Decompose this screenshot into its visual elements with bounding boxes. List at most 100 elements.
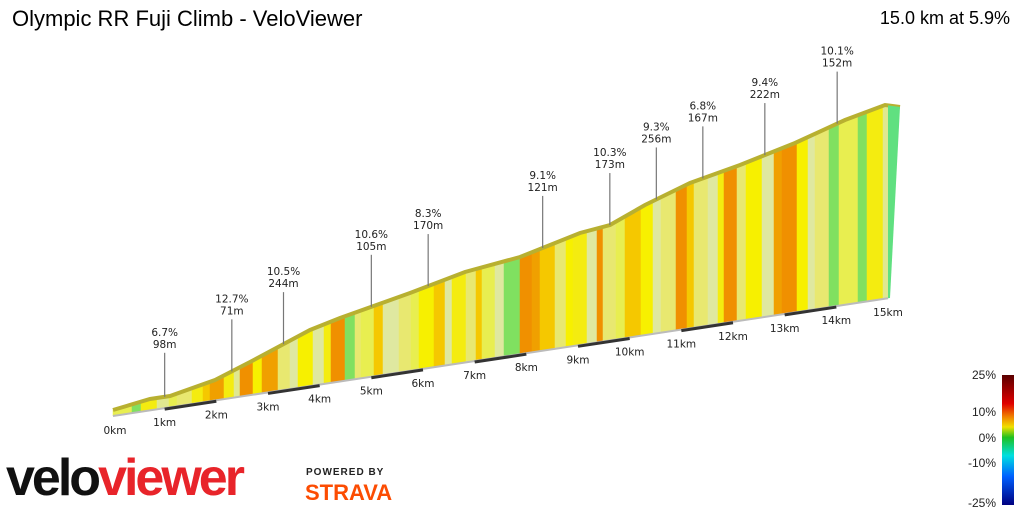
gradient-segment xyxy=(410,289,420,371)
km-band xyxy=(164,399,217,411)
annotation-gradient: 6.7% xyxy=(151,327,178,339)
km-band xyxy=(784,305,837,317)
gradient-segment xyxy=(761,151,775,318)
annotation-length: 71m xyxy=(220,305,244,317)
gradient-segment xyxy=(289,335,299,390)
legend-tick-label: 0% xyxy=(979,431,997,445)
gradient-segment xyxy=(807,133,816,311)
x-tick-label: 5km xyxy=(360,386,383,398)
gradient-segment xyxy=(572,230,588,347)
legend-tick-label: 25% xyxy=(972,368,996,382)
gradient-segment xyxy=(652,196,662,335)
x-tick-label: 6km xyxy=(412,378,435,390)
gradient-segment xyxy=(717,170,725,325)
annotation-length: 98m xyxy=(153,339,177,351)
annotation-gradient: 9.4% xyxy=(751,77,778,89)
gradient-segment xyxy=(297,328,314,389)
gradient-segment xyxy=(866,105,884,302)
annotation-gradient: 8.3% xyxy=(415,208,442,220)
annotation-length: 222m xyxy=(750,89,780,101)
x-tick-label: 15km xyxy=(873,307,903,319)
gradient-segment xyxy=(475,267,483,362)
gradient-segment xyxy=(354,310,362,380)
profile-end-face xyxy=(888,105,900,299)
x-tick-label: 7km xyxy=(463,370,486,382)
x-tick-label: 1km xyxy=(153,417,176,429)
climb-summary: 15.0 km at 5.9% xyxy=(879,8,1010,28)
legend-tick-label: -25% xyxy=(968,496,996,510)
gradient-segment xyxy=(838,119,846,306)
gradient-segment xyxy=(882,105,889,300)
annotation-gradient: 10.5% xyxy=(267,266,300,278)
gradient-segment xyxy=(857,111,868,304)
gradient-segment xyxy=(615,215,626,340)
annotation-length: 121m xyxy=(528,182,558,194)
x-tick-label: 10km xyxy=(615,346,645,358)
km-band xyxy=(267,384,320,395)
annotation-length: 167m xyxy=(688,112,718,124)
gradient-segment xyxy=(745,155,763,321)
gradient-segment xyxy=(481,263,496,361)
x-tick-label: 3km xyxy=(257,401,280,413)
km-band xyxy=(681,321,734,333)
strava-logo: STRAVA xyxy=(305,480,393,505)
gradient-segment xyxy=(494,261,505,359)
gradient-segment xyxy=(554,238,567,350)
gradient-segment xyxy=(451,271,467,365)
gradient-segment xyxy=(519,251,533,355)
annotation-length: 244m xyxy=(268,278,298,290)
x-tick-label: 12km xyxy=(718,331,748,343)
gradient-segment xyxy=(773,147,783,316)
gradient-segment xyxy=(796,136,809,313)
x-tick-label: 9km xyxy=(567,354,590,366)
gradient-segment xyxy=(596,226,604,343)
gradient-segment xyxy=(723,165,738,324)
annotation-length: 152m xyxy=(822,58,852,70)
gradient-segment xyxy=(586,228,598,345)
legend-tick-label: 10% xyxy=(972,405,996,419)
annotation-length: 170m xyxy=(413,220,443,232)
gradient-segment xyxy=(660,189,677,333)
annotation-length: 256m xyxy=(641,133,671,145)
gradient-segment xyxy=(382,296,400,376)
x-tick-label: 14km xyxy=(821,315,851,327)
x-tick-label: 13km xyxy=(770,323,800,335)
annotation-gradient: 9.3% xyxy=(643,121,670,133)
legend-tick-label: -10% xyxy=(968,456,996,470)
gradient-segment xyxy=(360,305,375,379)
gradient-segment xyxy=(539,242,556,352)
annotation-gradient: 9.1% xyxy=(529,170,556,182)
gradient-segment xyxy=(565,235,574,348)
x-tick-label: 11km xyxy=(666,339,696,351)
annotation-gradient: 12.7% xyxy=(215,293,248,305)
gradient-segment xyxy=(640,200,654,337)
gradient-segment xyxy=(602,221,617,342)
gradient-segment xyxy=(418,283,435,370)
x-tick-label: 8km xyxy=(515,362,538,374)
annotation-gradient: 10.1% xyxy=(820,46,853,58)
gradient-segment xyxy=(828,122,840,308)
km-band xyxy=(577,336,630,348)
annotation-gradient: 10.6% xyxy=(355,229,388,241)
gradient-segment xyxy=(675,184,688,331)
veloviewer-logo: veloviewer xyxy=(6,449,245,507)
gradient-segment xyxy=(312,324,325,386)
gradient-segment xyxy=(707,172,719,326)
gradient-segment xyxy=(433,279,446,368)
profile-top-edge xyxy=(112,102,901,412)
gradient-segment xyxy=(444,276,453,366)
gradient-segment xyxy=(465,268,477,363)
annotation-length: 105m xyxy=(356,241,386,253)
page-title: Olympic RR Fuji Climb - VeloViewer xyxy=(12,6,363,31)
gradient-segment xyxy=(844,114,859,306)
annotation-gradient: 10.3% xyxy=(593,147,626,159)
annotation-length: 173m xyxy=(595,159,625,171)
x-tick-label: 2km xyxy=(205,409,228,421)
km-band xyxy=(474,352,527,364)
gradient-segment xyxy=(814,126,830,310)
gradient-segment xyxy=(781,141,798,315)
gradient-segment xyxy=(693,176,709,328)
x-tick-label: 4km xyxy=(308,394,331,406)
gradient-color-scale xyxy=(1002,375,1014,505)
gradient-segment xyxy=(624,206,642,339)
